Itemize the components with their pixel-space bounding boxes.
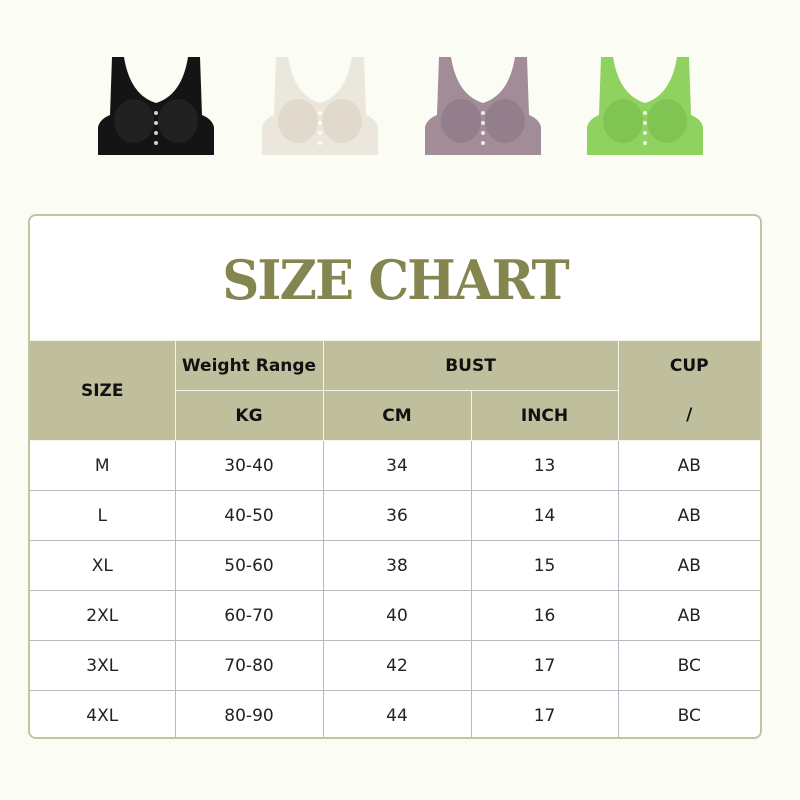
bra-icon bbox=[262, 57, 378, 155]
cell-kg: 70-80 bbox=[174, 640, 324, 691]
table-row: M 30-40 34 13 AB bbox=[30, 440, 760, 491]
cell-cm: 44 bbox=[322, 690, 472, 737]
cell-inch: 15 bbox=[470, 540, 619, 591]
header-row: SIZE Weight Range BUST CUP bbox=[30, 340, 760, 441]
cell-cm: 42 bbox=[322, 640, 472, 691]
cell-cup: AB bbox=[617, 590, 760, 641]
product-image bbox=[421, 55, 545, 157]
cell-size: L bbox=[30, 490, 176, 541]
header-size: SIZE bbox=[30, 340, 176, 441]
cell-inch: 17 bbox=[470, 690, 619, 737]
cell-kg: 40-50 bbox=[174, 490, 324, 541]
subheader-row: KG CM INCH / bbox=[30, 390, 760, 441]
header-kg: KG bbox=[175, 390, 324, 441]
table-row: 3XL 70-80 42 17 BC bbox=[30, 640, 760, 691]
page-title: SIZE CHART bbox=[222, 248, 569, 312]
size-chart-card: SIZE CHART SIZE Weight Range BUST CUP KG… bbox=[28, 214, 762, 739]
cell-cup: AB bbox=[617, 490, 760, 541]
header-bust: BUST bbox=[322, 340, 619, 391]
cell-cup: BC bbox=[617, 690, 760, 737]
table-row: L 40-50 36 14 AB bbox=[30, 490, 760, 541]
header-cm: CM bbox=[322, 390, 472, 441]
header-inch: INCH bbox=[470, 390, 619, 441]
product-image bbox=[583, 55, 707, 157]
bra-icon bbox=[425, 57, 541, 155]
cell-cm: 36 bbox=[322, 490, 472, 541]
cell-size: 4XL bbox=[30, 690, 176, 737]
size-table: SIZE Weight Range BUST CUP KG CM INCH / … bbox=[30, 340, 760, 737]
product-image bbox=[258, 55, 382, 157]
table-row: 4XL 80-90 44 17 BC bbox=[30, 690, 760, 737]
cell-kg: 30-40 bbox=[174, 440, 324, 491]
cell-kg: 80-90 bbox=[174, 690, 324, 737]
bra-icon bbox=[98, 57, 214, 155]
table-row: XL 50-60 38 15 AB bbox=[30, 540, 760, 591]
bra-icon bbox=[587, 57, 703, 155]
cell-cm: 38 bbox=[322, 540, 472, 591]
cell-inch: 17 bbox=[470, 640, 619, 691]
cell-kg: 60-70 bbox=[174, 590, 324, 641]
cell-cup: AB bbox=[617, 540, 760, 591]
header-cup-sub: / bbox=[617, 390, 760, 441]
cell-kg: 50-60 bbox=[174, 540, 324, 591]
cell-size: 3XL bbox=[30, 640, 176, 691]
cell-size: 2XL bbox=[30, 590, 176, 641]
cell-inch: 13 bbox=[470, 440, 619, 491]
table-row: 2XL 60-70 40 16 AB bbox=[30, 590, 760, 641]
cell-cup: BC bbox=[617, 640, 760, 691]
header-weight-range: Weight Range bbox=[174, 340, 324, 391]
header-cup: CUP bbox=[617, 340, 760, 391]
cell-inch: 16 bbox=[470, 590, 619, 641]
cell-size: M bbox=[30, 440, 176, 491]
cell-size: XL bbox=[30, 540, 176, 591]
cell-inch: 14 bbox=[470, 490, 619, 541]
product-image bbox=[94, 55, 218, 157]
cell-cm: 40 bbox=[322, 590, 472, 641]
cell-cup: AB bbox=[617, 440, 760, 491]
cell-cm: 34 bbox=[322, 440, 472, 491]
